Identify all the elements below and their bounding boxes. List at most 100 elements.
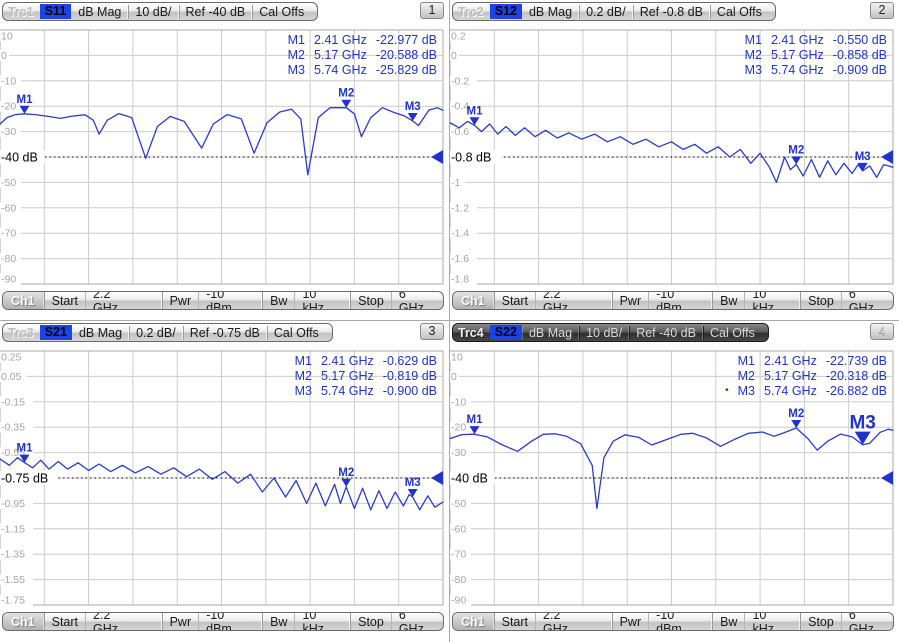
marker-m3-icon[interactable] [407, 113, 418, 122]
trace-setting[interactable]: dB Mag [528, 4, 573, 19]
marker-m2-label: M2 [788, 144, 804, 156]
marker-m3-icon[interactable] [407, 489, 418, 498]
trace-name-label[interactable]: Trc4 [458, 325, 484, 340]
y-axis-tick-label: -0.2 [451, 75, 469, 87]
marker-m2-icon[interactable] [341, 99, 352, 108]
trace-name-label[interactable]: Trc3 [8, 325, 34, 340]
diagram-area-1: Trc1 S11 dB Mag 10 dB/Ref -40 dB Cal Offs 1 … [0, 0, 449, 320]
diagram-number-box[interactable]: 2 [870, 2, 894, 19]
marker-m2-icon[interactable] [791, 156, 802, 165]
trace-header-1[interactable]: Trc1 S11 dB Mag 10 dB/Ref -40 dB Cal Offs [2, 2, 319, 21]
marker-m3-icon[interactable] [854, 431, 871, 445]
marker-m2-icon[interactable] [791, 420, 802, 429]
trace-setting[interactable]: dB Mag [523, 326, 578, 340]
trace-header-4[interactable]: Trc4 S22 dB Mag 10 dB/Ref -40 dB Cal Offs [452, 323, 769, 342]
ref-level-arrow-icon[interactable] [431, 471, 443, 485]
sparam-chip[interactable]: S21 [39, 325, 72, 340]
marker-m3-label: M3 [405, 477, 421, 489]
trace-setting[interactable]: Ref -0.75 dB [182, 325, 266, 340]
marker-readout-row: M3 5.74 GHz -25.829 dB [287, 63, 437, 77]
trace-header-2[interactable]: Trc2 S12 dB Mag 0.2 dB/Ref -0.8 dB Cal Offs [452, 2, 776, 21]
y-axis-tick-label: -60 [451, 523, 466, 535]
y-axis-tick-label: -70 [1, 228, 16, 240]
channel-pwr-setting[interactable]: Pwr -10 dBm [161, 292, 262, 309]
trace-setting[interactable]: Cal Offs [252, 4, 311, 19]
trace-setting[interactable]: dB Mag [78, 325, 123, 340]
diagram-number-box[interactable]: 1 [420, 2, 444, 19]
marker-readout-row: M3 5.74 GHz -0.909 dB [744, 63, 887, 77]
channel-name-chip[interactable]: Ch1 [3, 292, 44, 309]
marker-readout-row: M1 2.41 GHz -22.977 dB [287, 33, 437, 47]
diagram-number-box[interactable]: 4 [870, 323, 894, 340]
trace-setting[interactable]: Cal Offs [702, 325, 761, 340]
trace-setting[interactable]: dB Mag [78, 4, 122, 19]
trace-s21 [0, 457, 444, 511]
channel-bw-setting[interactable]: Bw 10 kHz [712, 613, 800, 630]
y-axis-tick-label: 0 [451, 371, 457, 383]
channel-start-setting[interactable]: Start 2.2 GHz [493, 613, 598, 630]
marker-m1-icon[interactable] [19, 105, 30, 114]
trace-setting[interactable]: Ref -40 dB [629, 325, 702, 340]
channel-stop-setting[interactable]: Stop 6 GHz [350, 613, 443, 630]
trace-setting[interactable]: 0.2 dB/ [579, 4, 632, 19]
channel-name-chip[interactable]: Ch1 [3, 613, 44, 630]
marker-m1-icon[interactable] [469, 426, 480, 435]
marker-m1-icon[interactable] [469, 117, 480, 126]
y-axis-tick-label: -30 [451, 447, 466, 459]
trace-setting[interactable]: 10 dB/ [128, 4, 178, 19]
sparam-chip[interactable]: S12 [489, 4, 522, 19]
marker-readout: M1 2.41 GHz -0.550 dB M2 5.17 GHz -0.858 dB M3… [730, 33, 887, 78]
trace-setting[interactable]: 0.2 dB/ [129, 325, 182, 340]
channel-stop-setting[interactable]: Stop 6 GHz [800, 613, 893, 630]
marker-readout: M1 2.41 GHz -22.739 dB M2 5.17 GHz -20.318 dB… [723, 354, 887, 399]
trace-setting[interactable]: Ref -0.8 dB [632, 4, 709, 19]
channel-start-setting[interactable]: Start 2.2 GHz [43, 613, 148, 630]
trace-setting[interactable]: Ref -40 dB [178, 4, 252, 19]
channel-pwr-setting[interactable]: Pwr -10 dBm [611, 292, 712, 309]
marker-readout-row: • M3 5.74 GHz -26.882 dB [725, 384, 887, 398]
trace-header-row-4: Trc4 S22 dB Mag 10 dB/Ref -40 dB Cal Offs 4 [452, 323, 894, 342]
y-axis-tick-label: -1.55 [1, 574, 25, 586]
channel-pwr-setting[interactable]: Pwr -10 dBm [161, 613, 262, 630]
trace-setting[interactable]: Cal Offs [709, 4, 768, 19]
ref-level-arrow-icon[interactable] [431, 150, 443, 164]
y-axis-tick-label: -1.8 [451, 274, 469, 286]
diagram-number-box[interactable]: 3 [420, 323, 444, 340]
marker-m2-label: M2 [788, 408, 804, 420]
marker-readout-row: M1 2.41 GHz -0.550 dB [744, 33, 887, 47]
channel-bw-setting[interactable]: Bw 10 kHz [262, 613, 350, 630]
marker-m3-icon[interactable] [857, 162, 868, 171]
sparam-chip[interactable]: S11 [39, 4, 72, 19]
y-axis-tick-label: -80 [451, 574, 466, 586]
trace-header-3[interactable]: Trc3 S21 dB Mag 0.2 dB/Ref -0.75 dB Cal Offs [2, 323, 333, 342]
channel-stop-setting[interactable]: Stop 6 GHz [350, 292, 443, 309]
channel-bar-2: Ch1 Start 2.2 GHz Pwr -10 dBm Bw 10 kHz Stop 6 G… [452, 291, 894, 310]
ref-level-arrow-icon[interactable] [881, 150, 893, 164]
channel-pwr-setting[interactable]: Pwr -10 dBm [611, 613, 712, 630]
channel-bw-setting[interactable]: Bw 10 kHz [262, 292, 350, 309]
channel-start-setting[interactable]: Start 2.2 GHz [43, 292, 148, 309]
trace-name-label[interactable]: Trc1 [8, 4, 34, 19]
channel-name-chip[interactable]: Ch1 [453, 613, 494, 630]
channel-stop-setting[interactable]: Stop 6 GHz [800, 292, 893, 309]
marker-m2-icon[interactable] [341, 478, 352, 487]
trace-settings: dB Mag 10 dB/Ref -40 dB Cal Offs [71, 4, 311, 19]
ref-level-arrow-icon[interactable] [881, 471, 893, 485]
y-axis-tick-label: -1.35 [1, 549, 25, 561]
trace-setting[interactable]: 10 dB/ [579, 325, 629, 340]
diagram-area-3: Trc3 S21 dB Mag 0.2 dB/Ref -0.75 dB Cal Offs… [0, 321, 449, 642]
channel-bar-4: Ch1 Start 2.2 GHz Pwr -10 dBm Bw 10 kHz Stop 6 G… [452, 612, 894, 631]
channel-bw-setting[interactable]: Bw 10 kHz [712, 292, 800, 309]
marker-m1-icon[interactable] [19, 454, 30, 463]
trace-name-label[interactable]: Trc2 [458, 4, 484, 19]
channel-start-setting[interactable]: Start 2.2 GHz [493, 292, 598, 309]
trace-setting[interactable]: Cal Offs [266, 325, 325, 340]
sparam-chip[interactable]: S22 [489, 325, 522, 340]
y-axis-tick-label: -50 [1, 177, 16, 189]
channel-name-chip[interactable]: Ch1 [453, 292, 494, 309]
diagram-area-2: Trc2 S12 dB Mag 0.2 dB/Ref -0.8 dB Cal Offs … [450, 0, 899, 320]
marker-m2-label: M2 [338, 467, 354, 479]
y-axis-tick-label: 10 [1, 31, 13, 43]
marker-readout-row: M2 5.17 GHz -20.318 dB [737, 369, 887, 383]
